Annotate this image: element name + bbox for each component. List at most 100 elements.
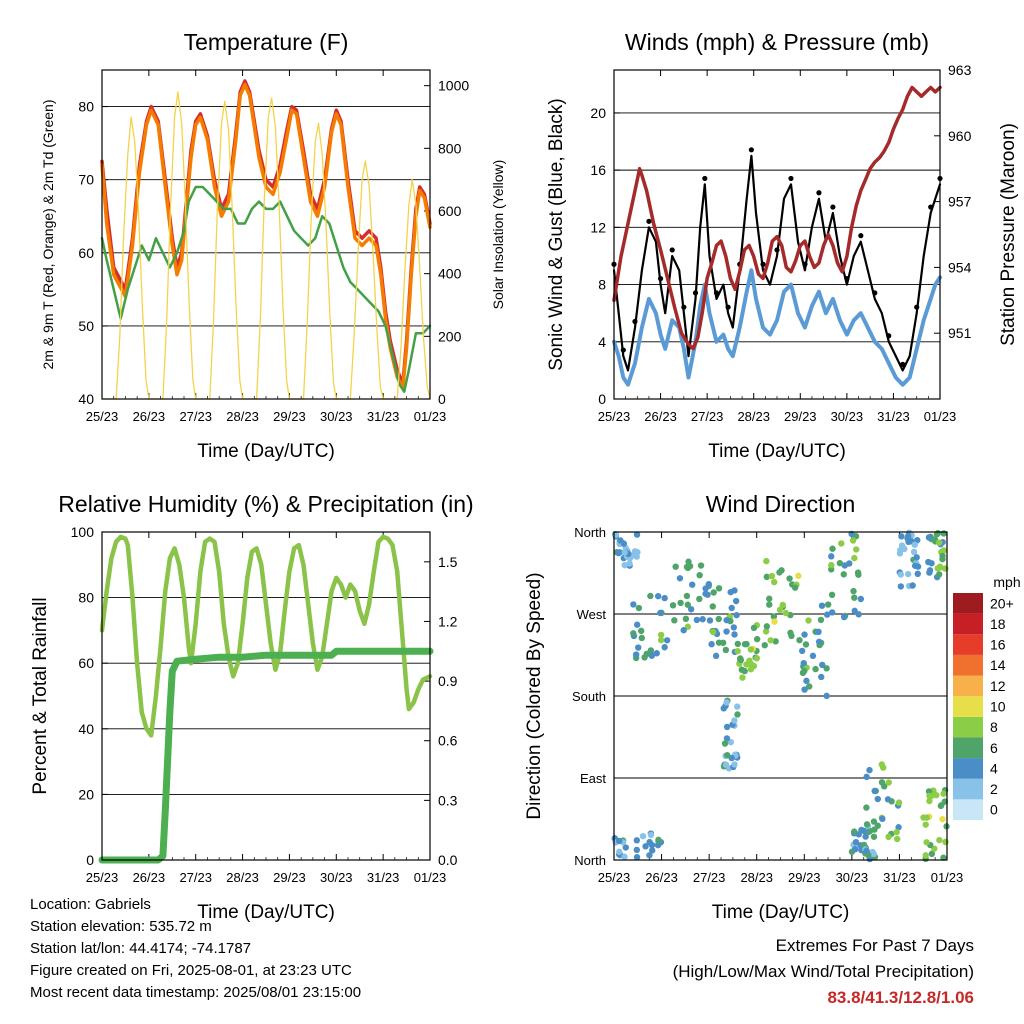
colorbar-label: 18 (990, 616, 1006, 632)
wind-direction-point (723, 723, 731, 731)
wind-direction-point (655, 836, 662, 844)
wind-direction-point (911, 541, 918, 548)
winds-xtick-label: 31/23 (877, 409, 910, 424)
humidity-ytick-label: 60 (78, 655, 94, 671)
wind-direction-point (806, 683, 813, 690)
wind-direction-point (926, 792, 933, 800)
wind-direction-point (702, 585, 709, 592)
winds-xtick-label: 27/23 (691, 409, 724, 424)
wind-direction-point (648, 651, 655, 659)
winds-xlabel: Time (Day/UTC) (708, 441, 846, 462)
wind-direction-point (858, 826, 865, 834)
winds-xtick-label: 30/23 (831, 409, 864, 424)
wind-direction-point (898, 533, 905, 540)
wind-direction-point (933, 791, 940, 799)
wind-direction-point (682, 615, 690, 623)
colorbar-swatch (953, 778, 983, 800)
humidity-ytick-right-label: 0.6 (438, 733, 458, 749)
winds-gust-point (872, 290, 878, 296)
winds-gust-point (620, 347, 626, 353)
humidity-xtick-label: 01/23 (414, 870, 447, 885)
winds-ytick-right-label: 963 (948, 62, 972, 78)
wind-direction-point (910, 548, 918, 556)
wind-direction-point (863, 773, 870, 781)
wind-direction-point (926, 797, 933, 805)
wind-direction-point (838, 540, 845, 547)
wind-direction-point (654, 592, 662, 600)
wind-direction-point (723, 616, 730, 624)
winds-ytick-label: 20 (590, 105, 606, 121)
humidity-xtick-label: 29/23 (273, 870, 306, 885)
wind-direction-point (824, 601, 832, 608)
wind-direction-point (863, 847, 870, 854)
colorbar-swatch (953, 613, 983, 635)
temperature-series-0 (100, 79, 432, 387)
wind-direction-point (905, 538, 912, 546)
colorbar-label: 0 (990, 802, 998, 818)
colorbar-label: 6 (990, 740, 998, 756)
wind-direction-point (647, 592, 654, 600)
temperature-ytick-right-label: 0 (438, 391, 446, 407)
wind_direction-ytick-label: West (577, 607, 607, 622)
wind-direction-point (622, 844, 629, 851)
wind-direction-point (796, 636, 803, 644)
wind_direction-panel (611, 529, 983, 863)
wind-direction-point (680, 627, 687, 634)
wind-direction-point (657, 609, 664, 617)
wind_direction-ylabel: Direction (Colored By Speed) (524, 572, 545, 819)
wind-direction-point (638, 634, 645, 642)
wind-direction-point (766, 595, 773, 602)
winds-xtick-label: 29/23 (784, 409, 817, 424)
wind-direction-point (776, 569, 783, 576)
wind-direction-point (677, 599, 684, 607)
wind-direction-point (734, 640, 741, 648)
wind-direction-point (621, 549, 628, 556)
wind-direction-point (933, 531, 941, 538)
wind-direction-point (687, 606, 695, 613)
wind-direction-point (871, 826, 878, 833)
wind-direction-point (803, 677, 810, 685)
wind-direction-point (734, 711, 741, 718)
colorbar-label: 8 (990, 719, 998, 735)
wind-direction-point (676, 575, 684, 582)
wind-direction-point (731, 761, 738, 768)
wind-direction-point (926, 569, 933, 576)
wind-direction-point (815, 638, 823, 645)
winds-gust-point (702, 175, 708, 182)
winds-ytick-label: 16 (590, 162, 606, 178)
wind-direction-point (763, 623, 771, 630)
humidity-title: Relative Humidity (%) & Precipitation (i… (58, 491, 473, 517)
wind-direction-point (747, 660, 755, 668)
wind-direction-point (870, 818, 878, 825)
temperature-ylabel: 2m & 9m T (Red, Orange) & 2m Td (Green) (40, 100, 56, 370)
temperature-xtick-label: 27/23 (179, 409, 212, 424)
winds-gust-point (725, 304, 731, 310)
latlon-text: Station lat/lon: 44.4174; -74.1787 (30, 940, 252, 957)
wind-direction-point (782, 609, 790, 617)
wind-direction-point (895, 799, 903, 806)
humidity-series-1 (98, 647, 434, 864)
wind-direction-point (801, 667, 808, 675)
temperature-xtick-label: 30/23 (320, 409, 353, 424)
wind-direction-point (823, 665, 830, 672)
wind-direction-point (768, 572, 776, 580)
created-text: Figure created on Fri, 2025-08-01, at 23… (30, 962, 352, 979)
wind-direction-point (684, 601, 692, 608)
wind-direction-point (802, 641, 810, 648)
wind-direction-point (616, 848, 623, 855)
winds-gust-point (844, 275, 850, 282)
wind-direction-point (738, 666, 745, 673)
wind-direction-point (763, 557, 770, 565)
winds-title: Winds (mph) & Pressure (mb) (625, 29, 929, 55)
wind-direction-point (734, 647, 741, 655)
wind-direction-point (885, 833, 892, 841)
wind_direction-ytick-label: North (574, 525, 606, 540)
humidity-series-0 (99, 534, 433, 738)
wind-direction-point (788, 632, 795, 640)
temperature-ytick-right-label: 600 (438, 203, 462, 219)
humidity-ytick-right-label: 0.0 (438, 852, 458, 868)
winds-ytick-right-label: 951 (948, 325, 972, 341)
wind-direction-point (766, 601, 773, 608)
wind-direction-point (897, 571, 904, 578)
extremes-values: 83.8/41.3/12.8/1.06 (827, 988, 974, 1007)
